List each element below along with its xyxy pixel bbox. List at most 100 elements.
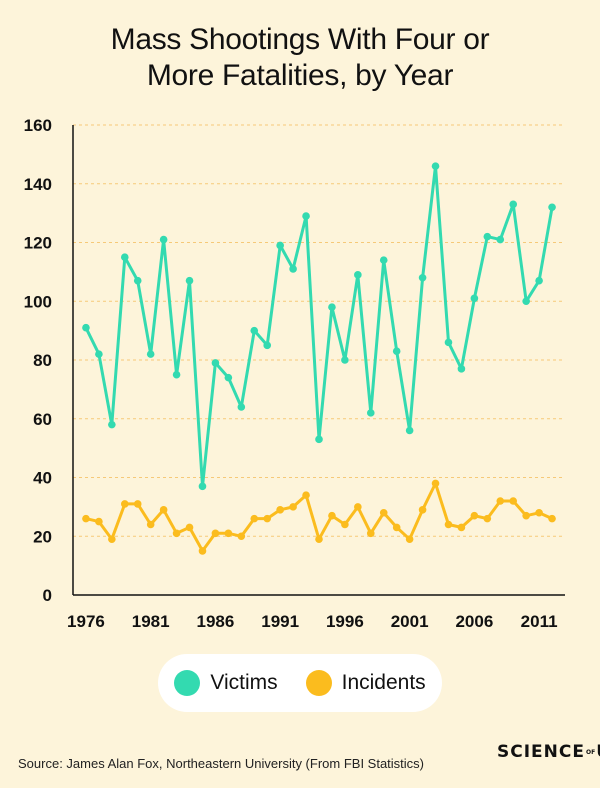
data-point-victims [379,256,388,264]
data-point-incidents [341,520,349,529]
x-tick-label: 1996 [326,612,364,631]
y-tick-label: 80 [33,351,52,370]
y-tick-label: 60 [33,410,52,429]
data-point-victims [263,341,272,350]
data-point-incidents [548,514,556,523]
data-point-incidents [263,514,272,523]
data-point-incidents [276,506,284,514]
data-point-incidents [120,500,129,508]
data-point-victims [431,162,440,170]
data-point-victims [289,265,297,273]
data-point-incidents [418,506,427,514]
data-point-victims [522,297,530,306]
data-point-victims [405,426,414,435]
data-point-incidents [302,491,310,499]
brand-logo: SCIENCE OF US [497,742,600,762]
data-point-victims [496,235,505,244]
data-point-victims [250,326,259,335]
data-point-incidents [379,508,388,517]
data-point-victims [159,235,168,244]
y-tick-label: 100 [24,292,52,311]
data-point-victims [95,350,103,358]
data-point-victims [366,409,375,417]
data-point-incidents [198,547,207,555]
data-point-victims [509,200,518,209]
brand-text-1: SCIENCE [497,742,585,762]
data-point-incidents [392,523,401,532]
data-point-victims [470,294,479,303]
chart-title-line-1: Mass Shootings With Four or [110,23,490,56]
legend-item-victims: Victims [174,670,278,696]
data-point-incidents [289,503,297,511]
data-point-incidents [483,514,492,523]
data-point-incidents [354,503,362,511]
x-tick-label: 1976 [67,612,105,631]
y-tick-label: 120 [24,234,52,253]
data-point-incidents [108,535,116,543]
data-point-incidents [535,508,543,517]
data-point-incidents [172,529,181,538]
legend-swatch-victims [174,670,201,696]
data-point-victims [483,232,492,241]
legend: Victims Incidents [158,654,442,712]
y-tick-label: 20 [33,527,52,546]
data-point-victims [224,373,233,382]
data-point-victims [211,359,220,367]
chart-title-line-2: More Fatalities, by Year [146,59,454,92]
data-point-victims [548,203,556,212]
x-tick-label: 2006 [455,612,493,631]
data-point-incidents [431,479,440,488]
legend-label-incidents: Incidents [341,671,426,694]
legend-item-incidents: Incidents [305,670,426,696]
data-point-incidents [133,500,142,508]
brand-text-of: OF [585,748,596,756]
x-tick-label: 1986 [197,612,235,631]
x-tick-label: 1981 [132,612,170,631]
data-point-incidents [457,523,466,532]
legend-label-victims: Victims [210,671,278,694]
data-point-incidents [444,520,453,529]
data-point-victims [108,420,116,429]
data-point-incidents [509,497,518,505]
data-point-incidents [405,535,414,543]
data-point-incidents [366,529,375,538]
data-point-victims [120,253,129,261]
data-point-victims [82,323,90,332]
data-point-incidents [185,523,194,532]
x-tick-label: 1991 [261,612,299,631]
data-point-incidents [159,506,168,514]
data-point-incidents [470,511,479,520]
data-point-incidents [237,532,246,541]
data-point-incidents [522,511,530,520]
data-point-victims [237,403,246,411]
data-point-victims [198,482,207,491]
data-point-victims [444,338,453,347]
data-point-victims [185,276,194,285]
data-point-victims [418,273,427,282]
x-tick-label: 2011 [521,612,558,631]
data-point-victims [535,276,543,285]
brand-text-2: US [596,742,600,762]
data-point-victims [328,303,336,311]
y-tick-label: 140 [24,175,52,194]
data-point-incidents [224,529,233,538]
data-point-victims [302,212,310,220]
data-point-incidents [146,520,155,529]
y-tick-label: 40 [33,469,52,488]
data-point-victims [146,350,155,358]
data-point-victims [354,271,362,279]
data-point-victims [172,370,181,379]
data-point-victims [133,276,142,285]
y-tick-label: 0 [43,586,52,605]
data-point-victims [392,347,401,355]
data-point-incidents [211,529,220,538]
data-point-victims [341,356,349,364]
data-point-incidents [496,497,505,505]
data-point-victims [457,365,466,373]
legend-swatch-incidents [305,670,332,696]
y-tick-label: 160 [24,116,52,135]
data-point-incidents [328,511,336,520]
x-tick-label: 2001 [391,612,429,631]
chart-title: Mass Shootings With Four or More Fatalit… [0,22,600,94]
